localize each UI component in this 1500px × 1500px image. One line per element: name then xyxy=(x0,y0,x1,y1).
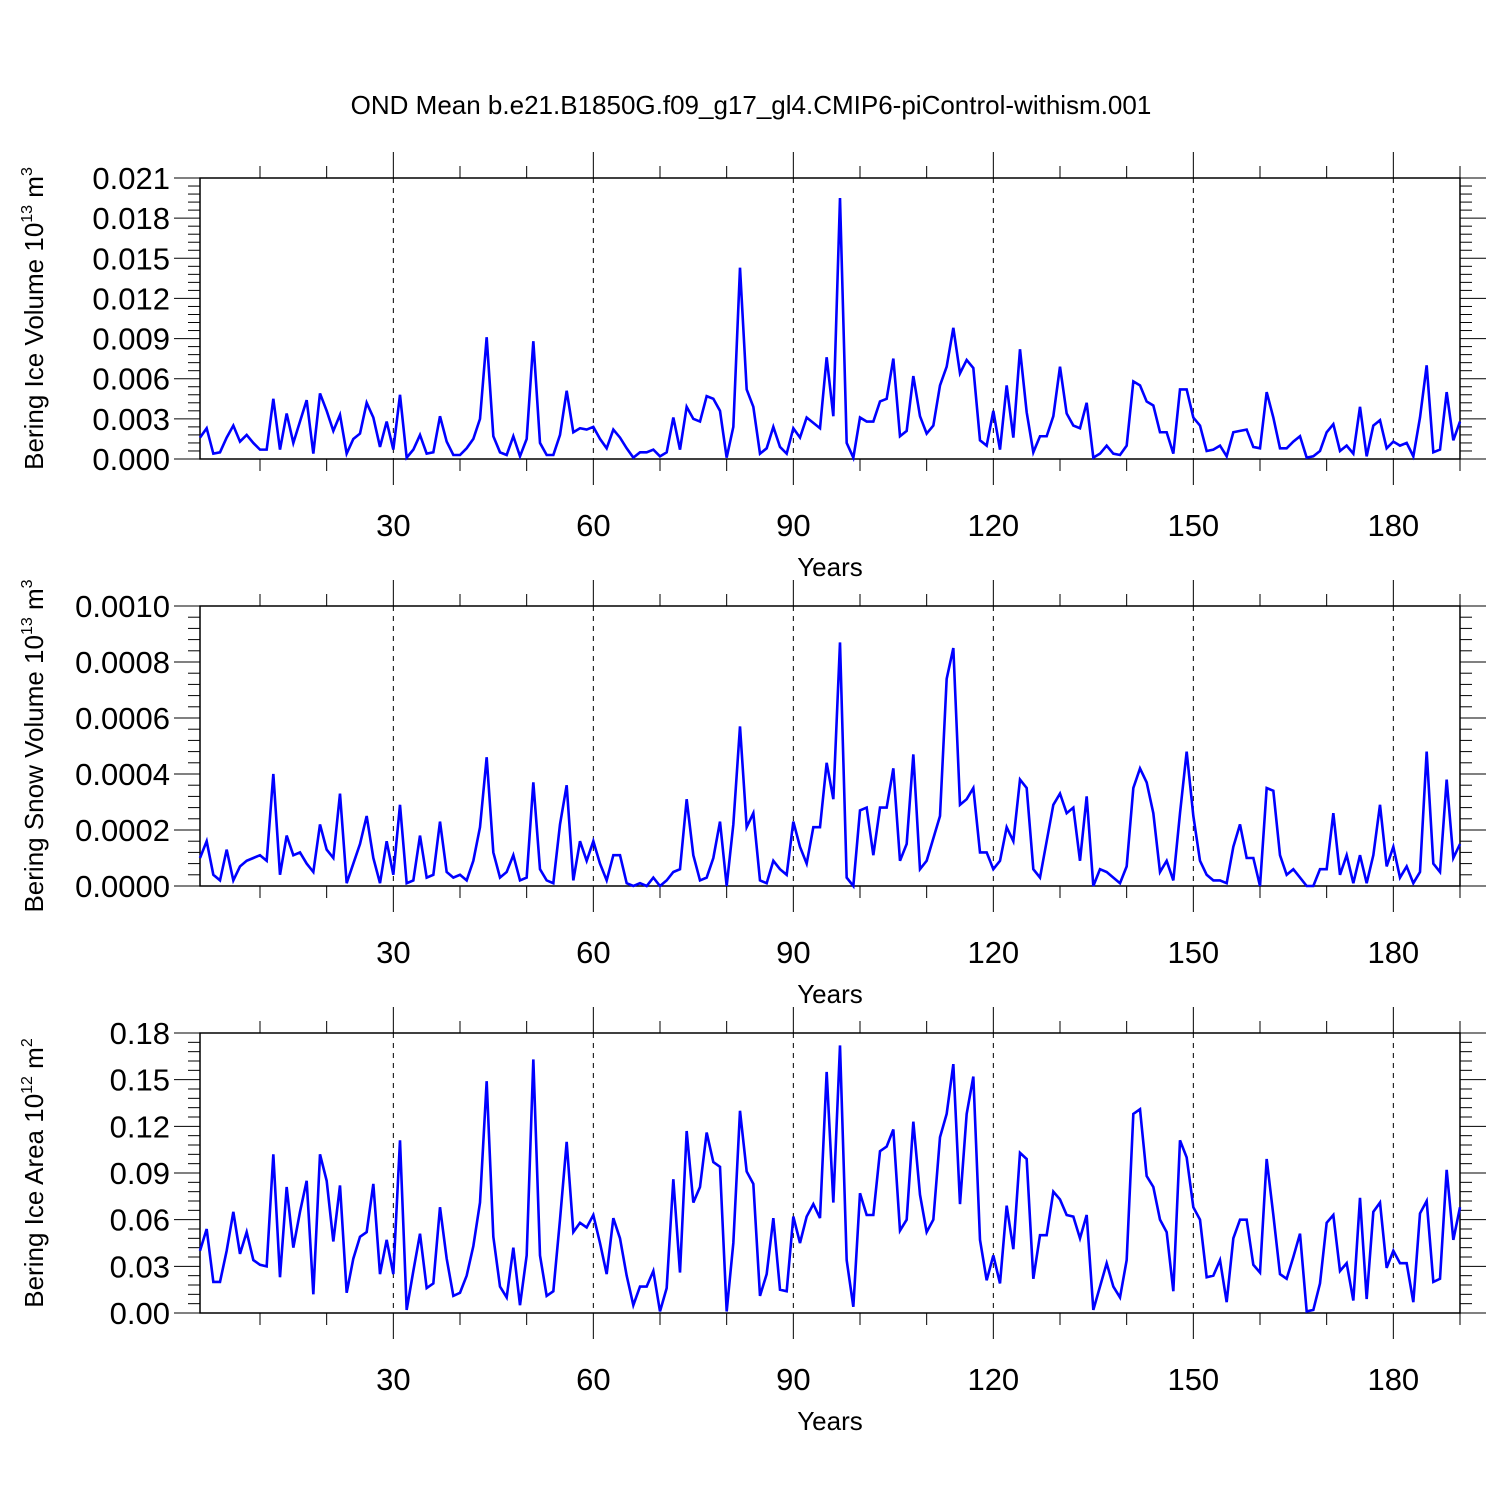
x-tick-label: 180 xyxy=(1367,1362,1419,1397)
x-tick-label: 180 xyxy=(1367,508,1419,543)
y-tick-label: 0.0010 xyxy=(75,589,170,624)
x-tick-label: 60 xyxy=(576,1362,610,1397)
x-tick-label: 120 xyxy=(967,1362,1019,1397)
x-tick-label: 180 xyxy=(1367,935,1419,970)
x-tick-label: 150 xyxy=(1167,508,1219,543)
y-tick-label: 0.006 xyxy=(92,362,170,397)
y-axis-label: Bering Snow Volume 1013 m3 xyxy=(19,579,49,912)
y-tick-label: 0.12 xyxy=(110,1109,170,1144)
x-axis-label: Years xyxy=(797,552,863,582)
y-tick-label: 0.0008 xyxy=(75,645,170,680)
series-line xyxy=(198,198,1462,463)
x-tick-label: 120 xyxy=(967,508,1019,543)
series-line xyxy=(198,1045,1462,1314)
x-tick-label: 60 xyxy=(576,935,610,970)
chart-title: OND Mean b.e21.B1850G.f09_g17_gl4.CMIP6-… xyxy=(351,90,1152,120)
x-tick-label: 30 xyxy=(376,508,410,543)
y-tick-label: 0.0002 xyxy=(75,813,170,848)
y-tick-label: 0.0000 xyxy=(75,869,170,904)
x-tick-label: 90 xyxy=(776,935,810,970)
series-line xyxy=(198,642,1462,890)
y-tick-label: 0.18 xyxy=(110,1016,170,1051)
x-axis-label: Years xyxy=(797,979,863,1009)
y-tick-label: 0.003 xyxy=(92,402,170,437)
y-tick-label: 0.09 xyxy=(110,1156,170,1191)
x-axis-label: Years xyxy=(797,1406,863,1436)
plot-frame xyxy=(199,177,1461,460)
y-tick-label: 0.009 xyxy=(92,322,170,357)
y-tick-label: 0.000 xyxy=(92,442,170,477)
y-axis-label: Bering Ice Area 1012 m2 xyxy=(19,1038,49,1308)
x-tick-label: 150 xyxy=(1167,1362,1219,1397)
x-tick-label: 90 xyxy=(776,1362,810,1397)
panel-2: 0.0000 0.0002 0.0004 0.0006 0.0008 0.0010 30 60… xyxy=(19,579,1486,1009)
y-axis-label: Bering Ice Volume 1013 m3 xyxy=(19,167,49,470)
y-tick-label: 0.0004 xyxy=(75,757,170,792)
x-tick-label: 150 xyxy=(1167,935,1219,970)
plot-frame xyxy=(199,605,1461,887)
panel-3: 0.00 0.03 0.06 0.09 0.12 0.15 0.18 30 60 90 120 150… xyxy=(19,1007,1486,1436)
y-tick-label: 0.03 xyxy=(110,1249,170,1284)
y-tick-label: 0.15 xyxy=(110,1063,170,1098)
x-tick-label: 120 xyxy=(967,935,1019,970)
y-tick-label: 0.018 xyxy=(92,201,170,236)
y-tick-label: 0.015 xyxy=(92,241,170,276)
y-tick-label: 0.0006 xyxy=(75,701,170,736)
plot-frame xyxy=(199,1032,1461,1314)
x-tick-label: 90 xyxy=(776,508,810,543)
y-tick-label: 0.00 xyxy=(110,1296,170,1331)
y-tick-label: 0.012 xyxy=(92,281,170,316)
panel-1: 0.000 0.003 0.006 0.009 0.012 0.015 0.018 0.021… xyxy=(19,152,1486,582)
x-tick-label: 30 xyxy=(376,935,410,970)
x-tick-label: 30 xyxy=(376,1362,410,1397)
x-tick-label: 60 xyxy=(576,508,610,543)
y-tick-label: 0.06 xyxy=(110,1203,170,1238)
y-tick-label: 0.021 xyxy=(92,161,170,196)
